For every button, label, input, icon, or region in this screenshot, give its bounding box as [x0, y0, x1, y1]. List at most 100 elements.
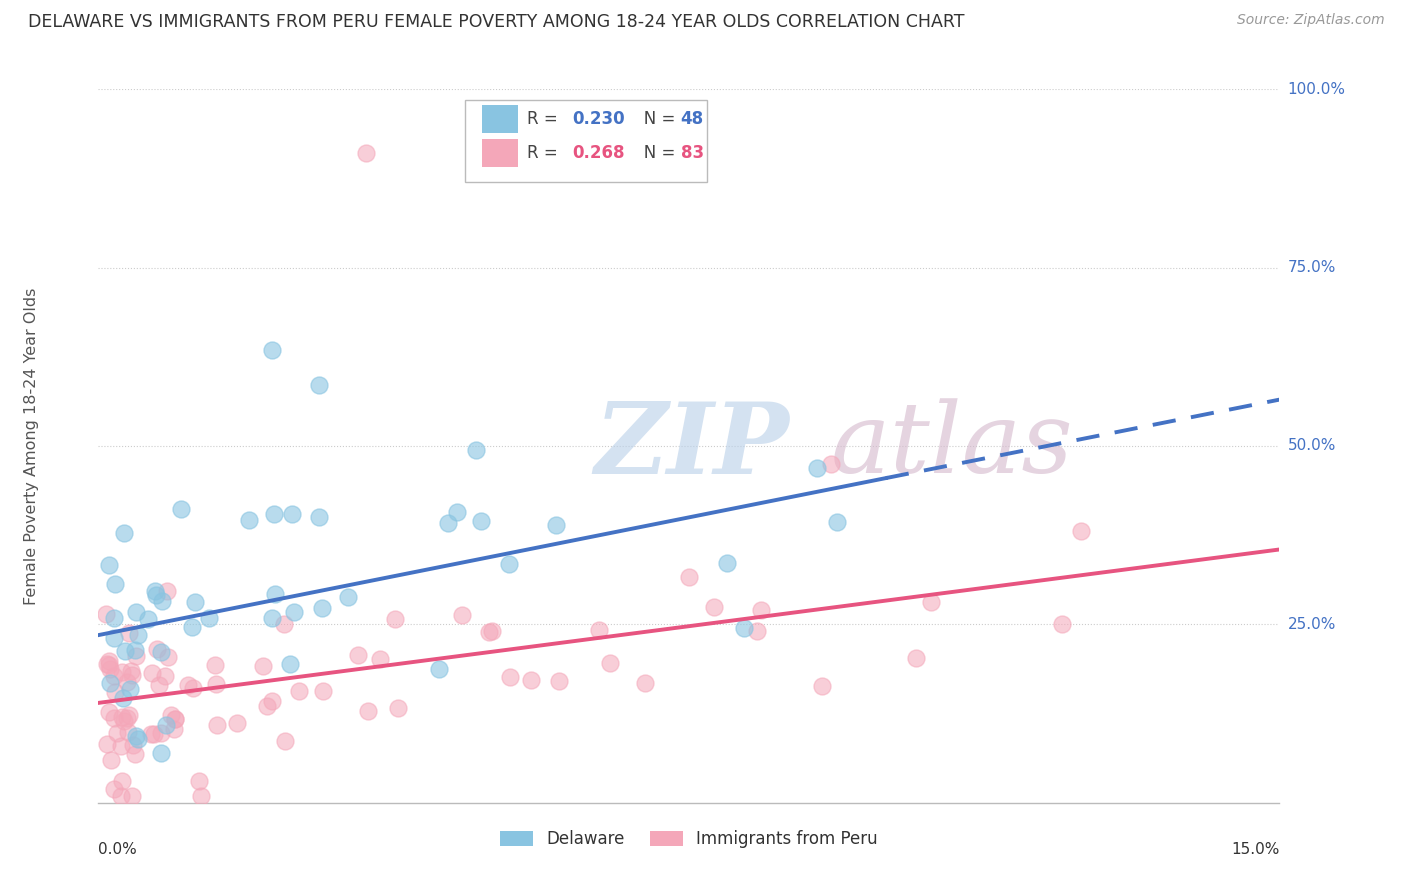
Point — [274, 734, 297, 748]
Point — [678, 569, 700, 583]
FancyBboxPatch shape — [482, 105, 517, 134]
FancyBboxPatch shape — [482, 138, 517, 167]
Point — [446, 506, 468, 520]
Point — [1050, 617, 1073, 632]
Point — [806, 461, 828, 475]
Text: DELAWARE VS IMMIGRANTS FROM PERU FEMALE POVERTY AMONG 18-24 YEAR OLDS CORRELATIO: DELAWARE VS IMMIGRANTS FROM PERU FEMALE … — [28, 13, 965, 31]
Point — [148, 678, 170, 692]
Point — [427, 662, 450, 676]
Point — [103, 711, 125, 725]
Point — [187, 773, 209, 788]
Point — [703, 600, 725, 615]
Text: 75.0%: 75.0% — [1288, 260, 1336, 275]
Point — [170, 502, 193, 516]
Point — [749, 603, 772, 617]
Point — [125, 649, 148, 664]
Point — [124, 642, 146, 657]
Point — [111, 665, 134, 679]
Text: R =: R = — [527, 144, 564, 161]
Point — [384, 612, 406, 626]
Point — [165, 712, 187, 726]
Point — [100, 676, 122, 690]
Point — [745, 624, 768, 638]
Point — [1070, 524, 1092, 538]
Text: ZIP: ZIP — [595, 398, 789, 494]
Point — [141, 666, 163, 681]
Text: 25.0%: 25.0% — [1288, 617, 1336, 632]
Point — [368, 652, 391, 666]
Point — [465, 442, 488, 457]
Point — [118, 625, 141, 640]
Point — [520, 673, 543, 687]
Point — [280, 508, 302, 522]
Point — [451, 607, 474, 622]
Point — [181, 620, 204, 634]
Point — [811, 679, 834, 693]
Point — [103, 781, 125, 796]
Point — [111, 709, 134, 723]
Point — [481, 624, 503, 639]
Point — [143, 584, 166, 599]
Point — [96, 738, 118, 752]
Point — [97, 705, 120, 719]
Point — [156, 584, 179, 599]
Point — [263, 508, 285, 522]
Point — [499, 670, 522, 684]
Point — [96, 607, 118, 622]
Point — [716, 556, 738, 570]
Point — [136, 612, 159, 626]
Point — [153, 669, 176, 683]
Point — [125, 730, 148, 744]
Point — [121, 738, 143, 752]
Point — [311, 600, 333, 615]
Point — [225, 716, 247, 731]
Point — [190, 789, 212, 803]
Point — [599, 656, 621, 670]
Point — [115, 674, 138, 689]
Point — [117, 724, 139, 739]
Text: 83: 83 — [681, 144, 704, 161]
Point — [181, 681, 204, 695]
Point — [312, 683, 335, 698]
Point — [124, 747, 146, 761]
Point — [260, 610, 283, 624]
Point — [820, 457, 842, 471]
Point — [283, 605, 305, 619]
Text: N =: N = — [627, 144, 681, 161]
Point — [357, 704, 380, 718]
Text: 15.0%: 15.0% — [1232, 842, 1279, 856]
Point — [118, 707, 141, 722]
Point — [104, 577, 127, 591]
Text: 0.268: 0.268 — [572, 144, 624, 161]
Point — [205, 676, 228, 690]
Text: N =: N = — [627, 111, 681, 128]
Point — [96, 657, 118, 671]
Text: 100.0%: 100.0% — [1288, 82, 1346, 96]
Point — [114, 644, 136, 658]
Text: 50.0%: 50.0% — [1288, 439, 1336, 453]
Point — [103, 669, 125, 683]
Point — [139, 727, 162, 741]
Point — [273, 617, 295, 632]
Point — [150, 593, 173, 607]
Point — [825, 515, 848, 529]
Point — [278, 657, 301, 672]
Text: Source: ZipAtlas.com: Source: ZipAtlas.com — [1237, 13, 1385, 28]
Point — [544, 518, 567, 533]
Point — [150, 645, 173, 659]
Text: 0.0%: 0.0% — [98, 842, 138, 856]
Point — [155, 717, 177, 731]
Text: R =: R = — [527, 111, 564, 128]
Point — [121, 668, 143, 682]
Point — [904, 651, 927, 665]
Point — [260, 343, 283, 357]
Point — [177, 678, 200, 692]
Text: 0.230: 0.230 — [572, 111, 624, 128]
Point — [105, 726, 128, 740]
Point — [308, 510, 330, 524]
Point — [204, 658, 226, 673]
Legend: Delaware, Immigrants from Peru: Delaware, Immigrants from Peru — [494, 824, 884, 855]
Point — [110, 789, 132, 803]
Point — [470, 515, 492, 529]
Point — [478, 625, 501, 640]
